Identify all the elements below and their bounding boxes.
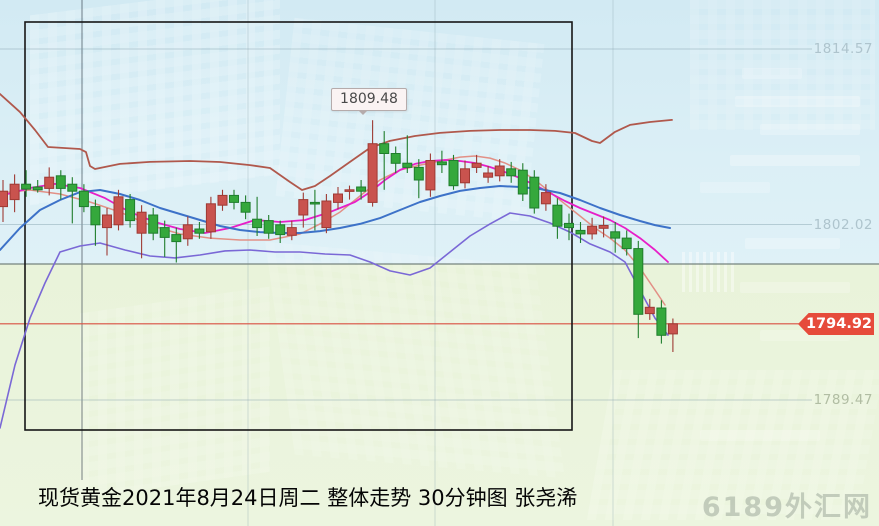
lower-price-zone-background: [0, 264, 879, 526]
site-watermark: 6189外汇网: [701, 492, 872, 523]
last-price-tag: 1794.92: [798, 313, 874, 335]
y-axis-tick-1789: 1789.47: [813, 392, 873, 408]
y-axis-tick-1814: 1814.57: [813, 41, 873, 57]
chart-caption: 现货黄金2021年8月24日周二 整体走势 30分钟图 张尧浠: [38, 486, 578, 510]
high-price-annotation: 1809.48: [331, 88, 407, 115]
high-price-annotation-text: 1809.48: [340, 91, 398, 107]
y-axis-tick-1802: 1802.02: [813, 217, 873, 233]
annotation-pointer: [358, 110, 368, 120]
